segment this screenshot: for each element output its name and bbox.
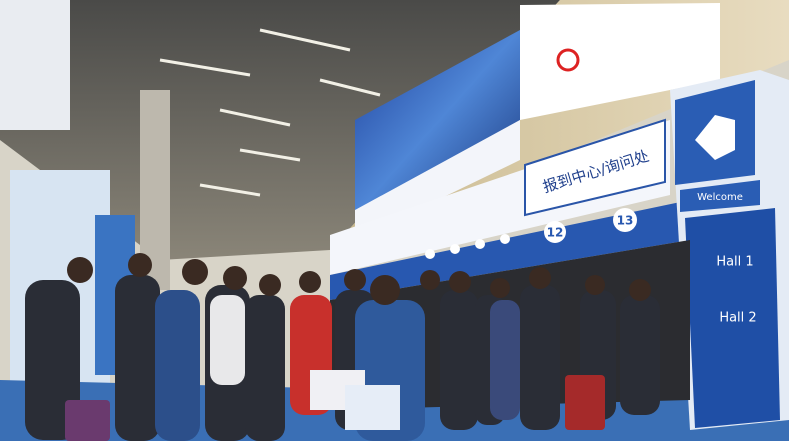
- welcome-text: Welcome: [697, 192, 743, 203]
- welcome-panel: [680, 180, 760, 212]
- hall-upper-text: Hall 1: [716, 255, 753, 270]
- screen-band: [355, 120, 520, 240]
- gate-right-number: 13: [617, 214, 634, 228]
- ceiling-lights: [159, 28, 381, 197]
- top-banner: [520, 3, 720, 120]
- crowd: [25, 253, 660, 441]
- hall-lower-text: Hall 2: [719, 311, 756, 326]
- gate-badge: [613, 208, 637, 232]
- help-desk-sign: [524, 118, 666, 217]
- tower-logo: [695, 115, 735, 160]
- gate-left-number: 12: [547, 226, 564, 240]
- gate-strip: [330, 200, 690, 300]
- logo: [556, 48, 580, 72]
- gate-badge: [544, 221, 566, 243]
- strip-dots: [425, 234, 510, 259]
- led-screen: [355, 30, 520, 215]
- left-banner: [0, 0, 70, 130]
- hall-panel: [685, 208, 780, 428]
